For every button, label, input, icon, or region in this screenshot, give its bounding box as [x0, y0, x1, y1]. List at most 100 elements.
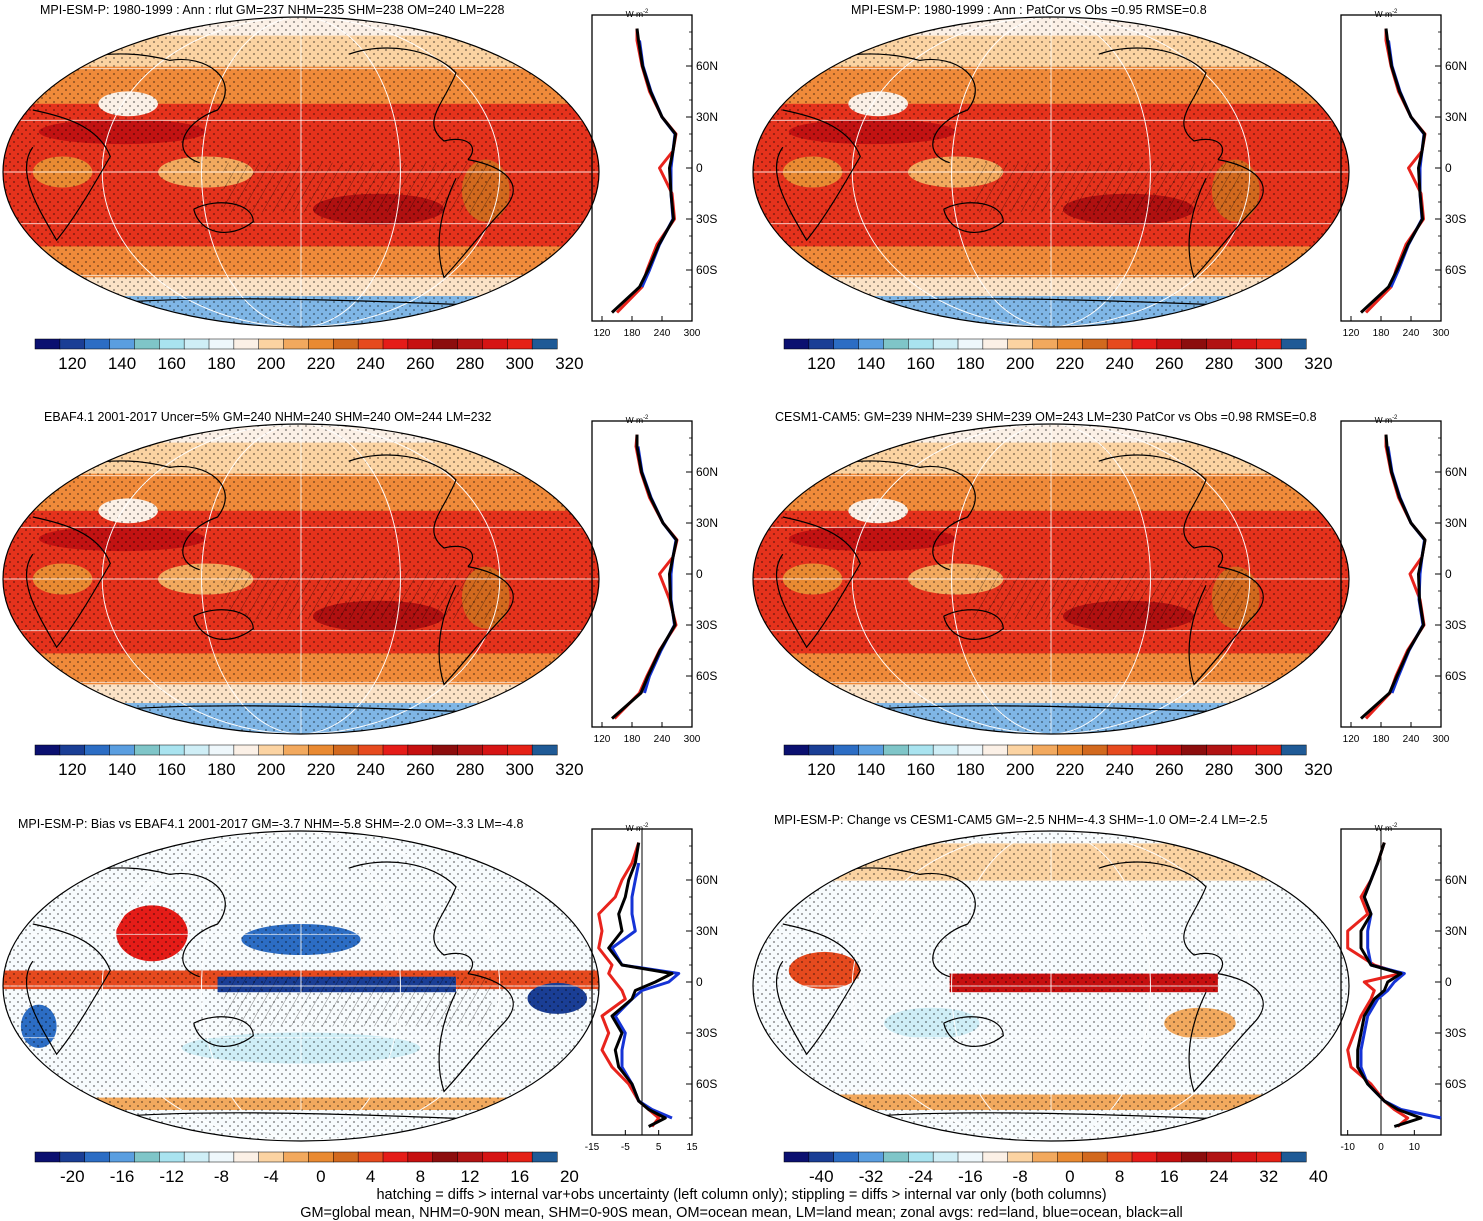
colorbar-swatch [258, 1151, 285, 1163]
longitude-line [951, 17, 1151, 327]
colorbar-label: 180 [207, 760, 235, 779]
colorbar-swatch [808, 744, 835, 756]
colorbar-label: 140 [108, 760, 136, 779]
zonal-unit-label: W m-2 [1375, 823, 1398, 833]
zonal-unit-exponent: -2 [643, 415, 649, 421]
colorbar-3: 120 140 160 180 200 220 240 260 280 300 320 [34, 744, 584, 779]
colorbar-swatch [457, 1151, 483, 1163]
coastline [775, 516, 861, 649]
colorbar-label: 180 [207, 354, 235, 373]
colorbar-swatch [1256, 744, 1282, 756]
zonal-series-all [607, 842, 674, 1128]
colorbar-swatch [183, 744, 210, 756]
coastline [943, 1016, 1004, 1048]
coastline [438, 159, 514, 279]
zonal-xtick-label: 300 [684, 734, 701, 745]
map-field [753, 17, 1349, 327]
longitude-line [101, 17, 501, 327]
coastline [1098, 454, 1224, 568]
colorbar-swatch [109, 1151, 135, 1163]
coastline [1098, 861, 1224, 975]
map-field [3, 17, 599, 327]
colorbar-label: 300 [1255, 354, 1283, 373]
colorbar-swatch [308, 1151, 334, 1163]
zonal-ytick-label: 60S [1445, 263, 1466, 277]
coastline [348, 454, 474, 568]
colorbar-swatch [808, 1151, 835, 1163]
colorbar-swatch [134, 338, 160, 350]
colorbar-swatch [183, 338, 210, 350]
zonal-ytick-label: 30N [1445, 924, 1467, 938]
coastline [1188, 973, 1264, 1093]
longitude-line [851, 17, 1251, 327]
colorbar-swatch [1106, 338, 1133, 350]
zonal-ytick-label: 0 [696, 161, 703, 175]
colorbar-swatch [357, 744, 384, 756]
zonal-xtick-label: 240 [654, 734, 671, 745]
colorbar-label: -24 [908, 1167, 933, 1186]
colorbar-label: 120 [58, 354, 86, 373]
colorbar-swatch [308, 744, 334, 756]
colorbar-swatch [932, 744, 959, 756]
panel-title-6: MPI-ESM-P: Change vs CESM1-CAM5 GM=-2.5 … [774, 813, 1268, 827]
colorbar-swatch [208, 1151, 235, 1163]
colorbar-swatch [233, 744, 260, 756]
longitude-line [201, 17, 401, 327]
colorbar-label: 260 [406, 354, 434, 373]
zonal-ytick-label: 0 [1445, 161, 1452, 175]
colorbar-swatch [1007, 338, 1034, 350]
zonal-xtick-label: 180 [1373, 734, 1390, 745]
longitude-line [951, 831, 1151, 1141]
zonal-unit-label: W m-2 [626, 415, 649, 425]
colorbar-label: 20 [560, 1167, 579, 1186]
zonal-ytick-label: 30N [1445, 110, 1467, 124]
colorbar-swatch [457, 744, 483, 756]
colorbar-swatch [1231, 1151, 1257, 1163]
zonal-unit-label: W m-2 [626, 9, 649, 19]
colorbar-swatch [1007, 744, 1034, 756]
zonal-ytick-label: 60S [1445, 669, 1466, 683]
map-outline [752, 423, 1350, 735]
map-panel-4 [752, 423, 1350, 735]
colorbar-label: 260 [1155, 354, 1183, 373]
colorbar-label: -8 [1013, 1167, 1028, 1186]
colorbar-swatch [134, 1151, 160, 1163]
colorbar-swatch [134, 744, 160, 756]
colorbar-swatch [34, 744, 61, 756]
colorbar-label: 220 [307, 354, 335, 373]
zonal-ytick-label: 30N [696, 110, 718, 124]
colorbar-swatch [59, 1151, 86, 1163]
colorbar-label: 240 [356, 354, 384, 373]
colorbar-swatch [34, 1151, 61, 1163]
zonal-ytick-label: 30S [696, 212, 717, 226]
colorbar-swatch [833, 338, 860, 350]
zonal-series-land [1346, 842, 1410, 1128]
colorbar-label: 40 [1309, 1167, 1328, 1186]
colorbar-swatch [507, 744, 533, 756]
map-outline [752, 830, 1350, 1142]
colorbar-swatch [1131, 1151, 1158, 1163]
longitude-line [101, 424, 501, 734]
coastline [193, 202, 254, 234]
colorbar-label: 220 [1056, 760, 1084, 779]
colorbar-swatch [883, 744, 909, 756]
colorbar-swatch [482, 1151, 508, 1163]
zonal-frame [1340, 828, 1442, 1136]
colorbar-swatch [1032, 338, 1058, 350]
zonal-xtick-label: 240 [1403, 328, 1420, 339]
colorbar-swatch [283, 1151, 309, 1163]
zonal-series-all [1356, 842, 1423, 1128]
zonal-ytick-label: 30N [1445, 516, 1467, 530]
colorbar-swatch [84, 338, 111, 350]
colorbar-swatch [59, 338, 86, 350]
colorbar-label: 24 [1210, 1167, 1229, 1186]
colorbar-swatch [432, 338, 459, 350]
panel-title-2: MPI-ESM-P: 1980-1999 : Ann : PatCor vs O… [851, 3, 1207, 17]
colorbar-swatch [1131, 744, 1158, 756]
coastline [943, 609, 1004, 641]
colorbar-swatch [382, 1151, 409, 1163]
colorbar-swatch [34, 338, 61, 350]
colorbar-swatch [407, 744, 434, 756]
colorbar-swatch [357, 338, 384, 350]
